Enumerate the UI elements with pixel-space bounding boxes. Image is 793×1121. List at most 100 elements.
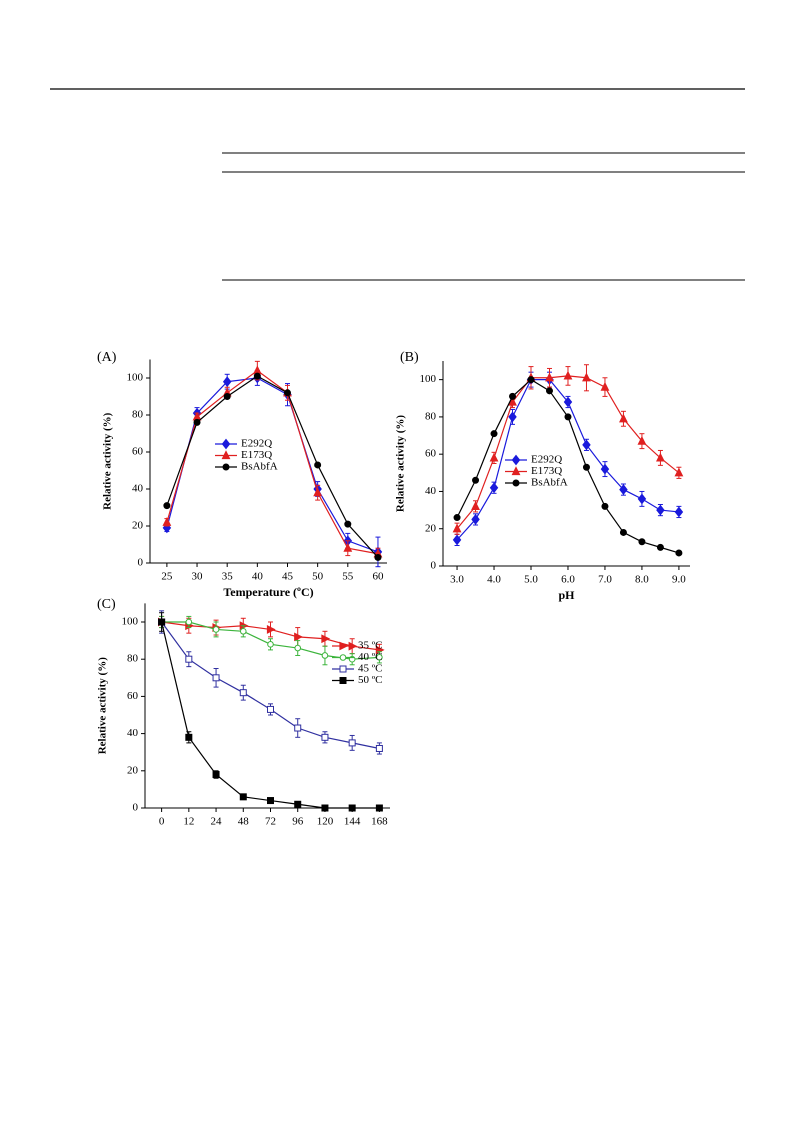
marker [321,652,329,659]
marker [375,744,383,752]
panel-label: (C) [97,597,116,612]
legend-label: E173Q [241,449,272,461]
marker [600,381,610,391]
x-tick-label: 48 [238,816,250,828]
x-tick-label: 24 [211,816,223,828]
marker [674,506,684,518]
y-tick-label: 20 [127,764,139,776]
series-line [166,377,379,553]
y-tick-label: 0 [138,557,144,569]
marker [348,739,356,747]
marker [508,396,517,406]
x-axis-label: Temperature (ºC) [223,585,313,599]
marker [283,389,291,397]
marker [511,454,521,466]
x-tick-label: 12 [183,816,194,828]
y-tick-label: 100 [420,373,437,385]
y-tick-label: 0 [133,802,139,814]
marker [675,549,683,557]
legend-label: BsAbfA [531,477,568,489]
marker [545,372,554,382]
marker [253,372,261,380]
y-axis-label: Relative activity (%) [97,657,109,754]
marker [452,523,462,533]
x-tick-label: 60 [372,571,384,583]
series-line [166,369,379,555]
marker [185,618,193,626]
marker [314,461,322,469]
x-tick-label: 72 [265,816,276,828]
marker [321,634,331,644]
marker [239,793,247,801]
marker [582,372,591,382]
marker [453,514,461,522]
x-tick-label: 6.0 [561,574,575,586]
marker [452,534,462,546]
marker [294,724,302,732]
y-tick-label: 60 [132,446,144,458]
marker [637,493,647,505]
legend-label: 40 ºC [358,651,383,663]
marker [339,641,349,651]
x-tick-label: 7.0 [598,574,612,586]
y-tick-label: 20 [132,520,144,532]
marker [375,804,383,812]
marker [582,439,591,451]
y-tick-label: 40 [132,483,144,495]
legend-label: BsAbfA [241,461,278,473]
marker [163,502,171,510]
x-tick-label: 168 [371,816,388,828]
x-tick-label: 5.0 [524,574,538,586]
marker [619,413,628,423]
marker [527,376,535,384]
y-tick-label: 40 [127,727,139,739]
marker [471,513,480,525]
x-tick-label: 25 [161,571,173,583]
marker [564,413,572,421]
marker [339,677,347,684]
marker [267,705,274,713]
marker [221,450,231,460]
panel-label: (B) [400,350,419,365]
legend-label: E292Q [241,438,272,450]
x-tick-label: 40 [252,571,264,583]
marker [637,435,647,445]
marker [489,452,499,462]
marker [294,800,302,808]
x-axis-label: pH [558,588,575,602]
marker [472,476,480,484]
y-tick-label: 80 [127,653,139,665]
y-axis-label: Relative activity (%) [102,412,114,509]
marker [582,463,590,471]
x-tick-label: 55 [342,571,354,583]
marker [185,733,193,741]
marker [193,418,201,426]
marker [656,452,665,462]
marker [545,387,553,395]
marker [638,538,646,546]
marker [511,466,521,476]
marker [162,517,172,526]
marker [158,618,166,626]
marker [563,370,573,380]
marker [656,504,665,516]
marker [321,804,329,812]
x-tick-label: 96 [292,816,304,828]
marker [376,654,383,661]
x-tick-label: 4.0 [487,574,501,586]
y-tick-label: 60 [425,448,437,460]
x-tick-label: 30 [192,571,204,583]
y-tick-label: 40 [425,485,437,497]
x-tick-label: 50 [312,571,324,583]
marker [266,625,276,634]
legend-label: 50 ºC [358,674,383,686]
marker [239,628,247,635]
marker [239,689,247,697]
y-tick-label: 60 [127,690,139,702]
legend-label: E173Q [531,465,562,477]
marker [600,463,610,475]
marker [512,479,520,487]
marker [619,528,627,536]
